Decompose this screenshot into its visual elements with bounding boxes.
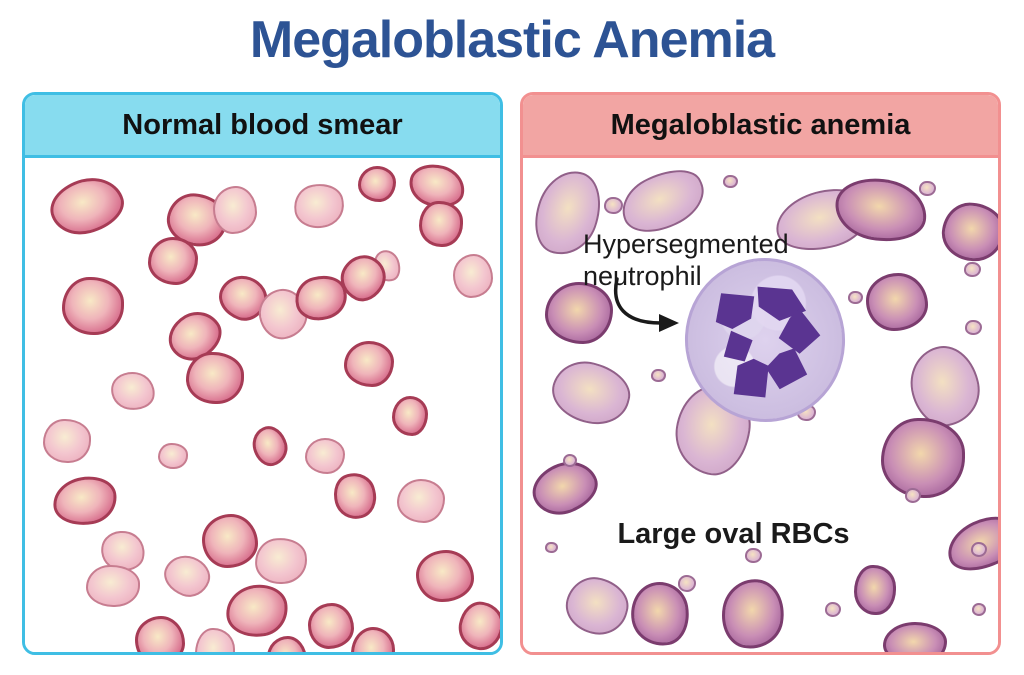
normal-rbc-cell [86, 565, 140, 607]
normal-rbc-cell [158, 443, 188, 469]
large-oval-rbcs-label: Large oval RBCs [617, 518, 850, 550]
hypersegmented-neutrophil-cell [674, 247, 856, 433]
normal-rbc-cell [267, 636, 307, 652]
normal-rbc-cell [135, 616, 185, 652]
arrow-pointer-icon [614, 277, 679, 332]
normal-rbc-cell [453, 254, 493, 298]
platelet [972, 603, 986, 616]
normal-rbc-cell [328, 468, 382, 524]
megaloblastic-header: Megaloblastic anemia [523, 95, 998, 158]
large-oval-rbc-cell [881, 418, 965, 498]
platelet [847, 290, 863, 305]
normal-rbc-cell [248, 422, 292, 470]
large-oval-rbc-cell [545, 282, 613, 344]
normal-rbc-cell [455, 598, 500, 652]
normal-rbc-cell [44, 170, 130, 242]
large-oval-rbc-cell [866, 273, 928, 331]
platelet [722, 174, 738, 189]
neutrophil-label: Hypersegmented neutrophil [583, 229, 789, 292]
normal-rbc-cell [43, 419, 91, 463]
large-oval-rbc-cell [716, 574, 790, 652]
platelet [918, 180, 936, 197]
large-oval-rbc-cell [559, 570, 635, 642]
normal-rbc-cell [351, 627, 395, 652]
normal-rbc-cell [221, 580, 293, 642]
platelet [563, 454, 577, 467]
normal-rbc-cell [397, 479, 445, 523]
normal-rbc-cell [49, 471, 121, 531]
platelet [603, 196, 623, 214]
normal-smear-illustration [25, 158, 500, 652]
normal-rbc-cell [358, 166, 396, 202]
normal-rbc-cell [195, 628, 235, 652]
platelet [650, 368, 666, 383]
platelet [971, 542, 987, 557]
neutrophil-nucleus-icon [715, 286, 821, 398]
platelet [964, 319, 982, 336]
normal-rbc-cell [419, 201, 463, 247]
platelet [963, 261, 981, 278]
normal-rbc-cell [290, 179, 348, 233]
platelet [544, 541, 558, 554]
normal-rbc-cell [308, 603, 354, 649]
platelet [678, 575, 696, 592]
large-oval-rbc-cell [939, 200, 998, 264]
normal-smear-header: Normal blood smear [25, 95, 500, 158]
platelet [744, 547, 762, 564]
page-title: Megaloblastic Anemia [249, 11, 775, 69]
large-oval-rbc-cell [883, 622, 947, 652]
normal-rbc-cell [108, 368, 158, 414]
large-oval-rbc-cell [939, 506, 998, 582]
normal-rbc-cell [186, 352, 244, 404]
large-oval-rbc-cell [854, 565, 896, 615]
megaloblastic-illustration: Hypersegmented neutrophil Large oval RBC… [523, 158, 998, 652]
normal-rbc-cell [305, 438, 345, 474]
normal-rbc-cell [253, 535, 309, 587]
normal-rbc-cell [62, 277, 124, 335]
platelet [905, 488, 921, 503]
normal-rbc-cell [344, 341, 394, 387]
normal-smear-panel: Normal blood smear [22, 92, 503, 655]
normal-rbc-cell [148, 237, 198, 285]
megaloblastic-panel: Megaloblastic anemia Hypersegmented neut… [520, 92, 1001, 655]
large-oval-rbc-cell [545, 353, 637, 433]
normal-rbc-cell [202, 514, 258, 568]
platelet [825, 602, 841, 617]
normal-rbc-cell [392, 396, 428, 436]
normal-rbc-cell [416, 550, 474, 602]
normal-rbc-cell [213, 186, 257, 234]
